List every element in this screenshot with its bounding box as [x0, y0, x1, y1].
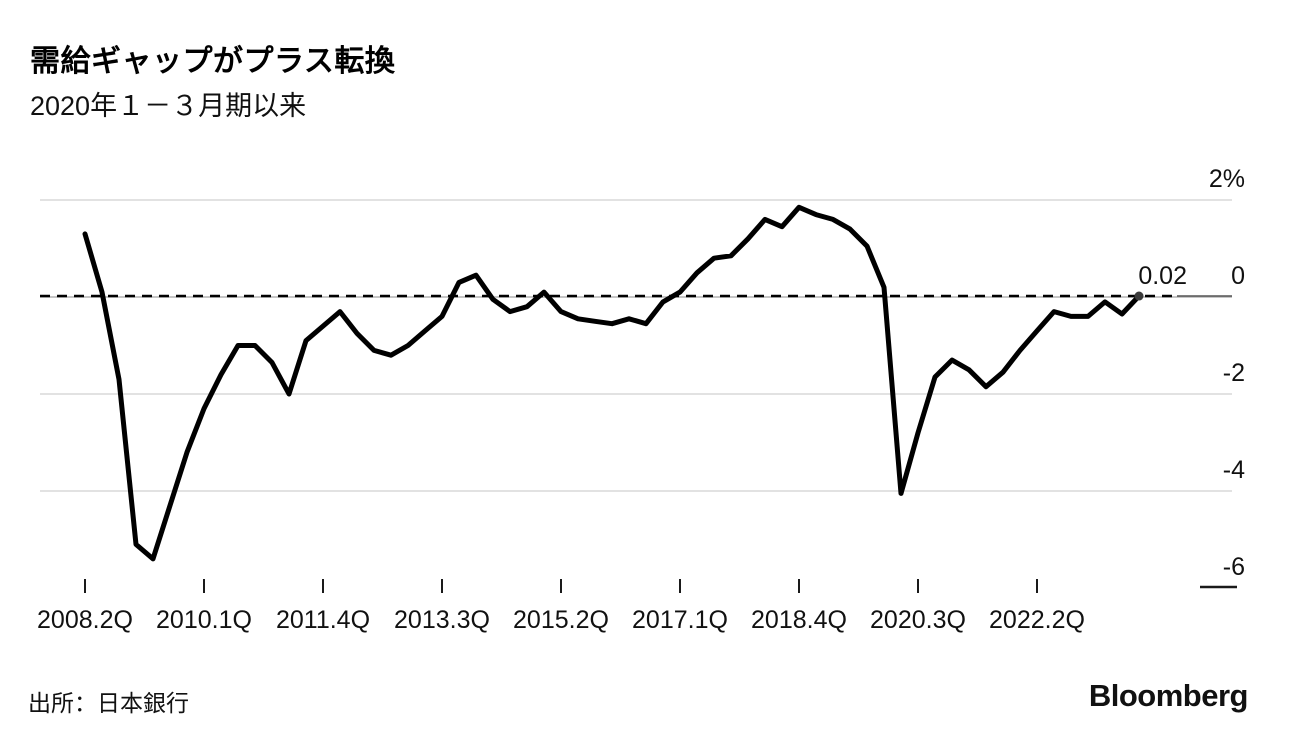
x-axis-label: 2010.1Q	[156, 606, 252, 634]
y-axis-label: 0	[1231, 262, 1245, 290]
bloomberg-logo: Bloomberg	[1088, 678, 1249, 713]
chart-subtitle: 2020年１－３月期以来	[30, 91, 307, 121]
y-axis-label: 2%	[1209, 165, 1245, 193]
x-axis-label: 2015.2Q	[513, 606, 609, 634]
x-axis-label: 2020.3Q	[870, 606, 966, 634]
x-axis-label: 2022.2Q	[989, 606, 1085, 634]
last-point-dot	[1134, 291, 1144, 301]
x-axis-label: 2008.2Q	[37, 606, 133, 634]
x-axis-label: 2013.3Q	[394, 606, 490, 634]
y-axis-label: -4	[1223, 456, 1245, 484]
axis-layer: 2% 0 -2 -4 -6 2008.2Q 2010.1Q 2011.4Q 2013.3Q 201…	[37, 165, 1245, 634]
x-axis-label: 2018.4Q	[751, 606, 847, 634]
chart-title: 需給ギャップがプラス転換	[30, 45, 396, 78]
x-axis-label: 2017.1Q	[632, 606, 728, 634]
x-axis-label: 2011.4Q	[276, 606, 370, 634]
output-gap-line	[82, 204, 1142, 562]
series-layer	[82, 204, 1144, 562]
last-value-label: 0.02	[1138, 262, 1187, 290]
source-note: 出所：日本銀行	[28, 690, 189, 716]
grid-layer	[40, 199, 1237, 589]
y-axis-label: -6	[1223, 553, 1245, 581]
y-axis-label: -2	[1223, 359, 1245, 387]
